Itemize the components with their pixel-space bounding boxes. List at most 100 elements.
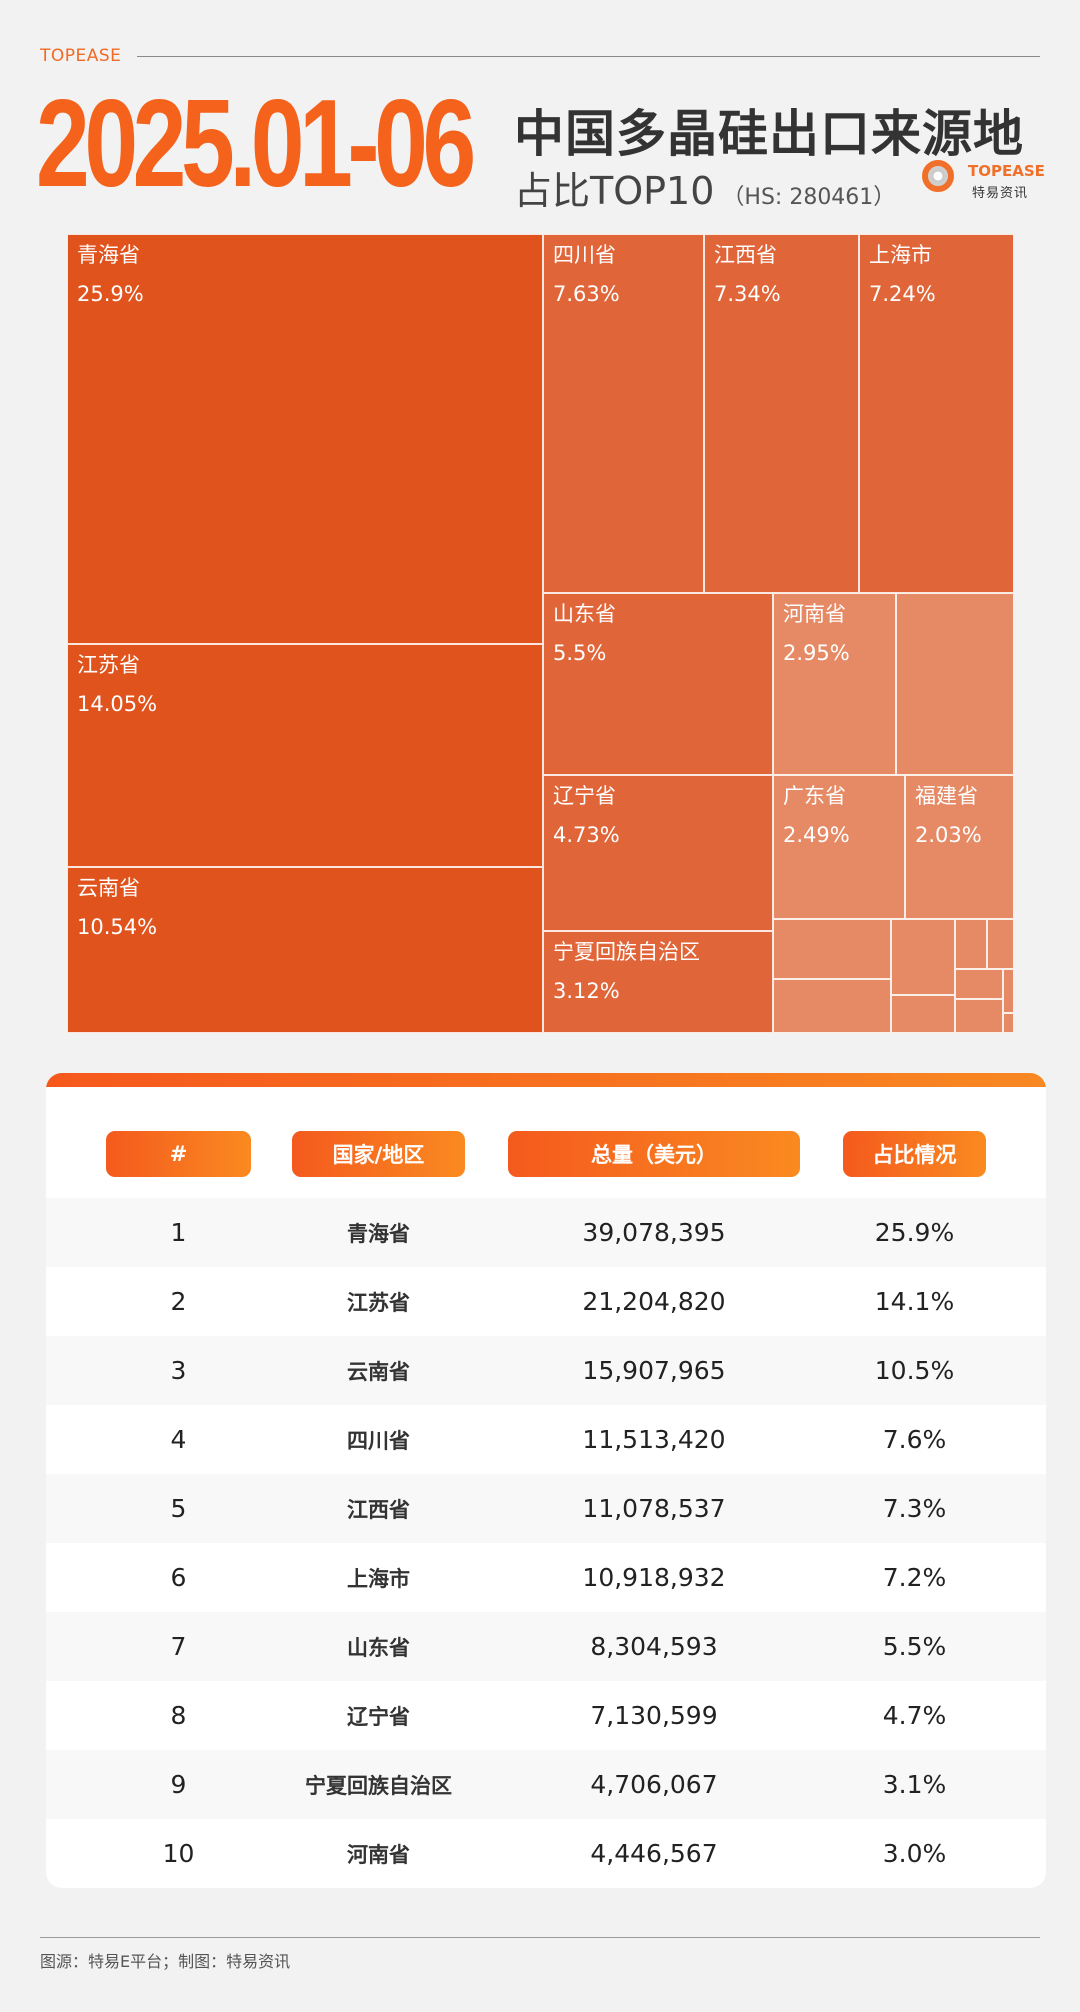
treemap-value-label: 4.73% — [553, 823, 620, 847]
cell-total: 7,130,599 — [590, 1701, 718, 1730]
treemap-value-label: 2.03% — [915, 823, 982, 847]
page-subtitle: 占比TOP10 （HS: 280461） — [514, 160, 895, 215]
treemap-cell: 上海市 7.24% — [859, 234, 1014, 593]
header-share: 占比情况 — [843, 1131, 986, 1177]
topease-logo: TOPEASE 特易资讯 — [922, 158, 1048, 204]
header-region: 国家/地区 — [292, 1131, 465, 1177]
treemap-cell-minor — [955, 969, 1003, 999]
treemap-cell-minor — [891, 919, 955, 995]
cell-total: 8,304,593 — [590, 1632, 718, 1661]
table-row: 1 青海省 39,078,395 25.9% — [46, 1198, 1046, 1267]
treemap-cell: 青海省 25.9% — [67, 234, 543, 644]
treemap-cell: 广东省 2.49% — [773, 775, 905, 919]
subtitle-text: 占比TOP10 — [514, 169, 715, 213]
cell-total: 11,513,420 — [582, 1425, 726, 1454]
cell-share: 7.6% — [882, 1425, 947, 1454]
header-total: 总量（美元） — [508, 1131, 800, 1177]
treemap-label: 上海市 — [869, 243, 932, 267]
treemap-cell: 宁夏回族自治区 3.12% — [543, 931, 773, 1033]
treemap-cell-minor — [773, 919, 891, 979]
date-title: 2025.01-06 — [36, 75, 476, 213]
treemap-value-label: 5.5% — [553, 641, 607, 665]
cell-share: 3.0% — [882, 1839, 947, 1868]
table-row: 6 上海市 10,918,932 7.2% — [46, 1543, 1046, 1612]
cell-rank: 2 — [170, 1287, 187, 1316]
treemap-label: 四川省 — [553, 243, 616, 267]
cell-region: 辽宁省 — [347, 1704, 410, 1729]
treemap-label: 福建省 — [915, 784, 978, 808]
treemap-cell: 云南省 10.54% — [67, 867, 543, 1033]
table-row: 7 山东省 8,304,593 5.5% — [46, 1612, 1046, 1681]
cell-rank: 3 — [170, 1356, 187, 1385]
treemap-cell: 江西省 7.34% — [704, 234, 859, 593]
table-top-bar — [46, 1073, 1046, 1087]
cell-share: 5.5% — [882, 1632, 947, 1661]
treemap-label: 宁夏回族自治区 — [553, 940, 700, 964]
cell-share: 4.7% — [882, 1701, 947, 1730]
header-rank: # — [106, 1131, 251, 1177]
cell-share: 14.1% — [874, 1287, 955, 1316]
logo-text-en: TOPEASE — [968, 162, 1045, 180]
cell-total: 39,078,395 — [582, 1218, 726, 1247]
cell-region: 江苏省 — [347, 1290, 410, 1315]
treemap-chart: 青海省 25.9% 江苏省 14.05% 云南省 10.54% 四川省 7.63% 江西省 7.3… — [67, 234, 1014, 1033]
treemap-value-label: 7.24% — [869, 282, 936, 306]
treemap-label: 山东省 — [553, 602, 616, 626]
treemap-cell: 山东省 5.5% — [543, 593, 773, 775]
cell-region: 青海省 — [347, 1221, 410, 1246]
cell-share: 10.5% — [874, 1356, 955, 1385]
treemap-label: 河南省 — [783, 602, 846, 626]
cell-rank: 10 — [162, 1839, 195, 1868]
treemap-cell: 四川省 7.63% — [543, 234, 704, 593]
treemap-cell-minor — [955, 999, 1003, 1033]
treemap-cell-minor — [891, 995, 955, 1033]
cell-rank: 1 — [170, 1218, 187, 1247]
hs-code: （HS: 280461） — [722, 185, 896, 210]
cell-total: 10,918,932 — [582, 1563, 726, 1592]
ranking-table: # 国家/地区 总量（美元） 占比情况 1 青海省 39,078,395 25.9% 2… — [46, 1073, 1046, 1888]
cell-share: 7.3% — [882, 1494, 947, 1523]
treemap-cell-minor — [1003, 969, 1014, 1013]
brand-label: TOPEASE — [40, 46, 122, 66]
table-row: 5 江西省 11,078,537 7.3% — [46, 1474, 1046, 1543]
cell-rank: 9 — [170, 1770, 187, 1799]
cell-region: 上海市 — [347, 1566, 410, 1591]
logo-ring-icon — [922, 160, 954, 192]
table-row: 9 宁夏回族自治区 4,706,067 3.1% — [46, 1750, 1046, 1819]
cell-total: 15,907,965 — [582, 1356, 726, 1385]
cell-rank: 4 — [170, 1425, 187, 1454]
treemap-value-label: 7.34% — [714, 282, 781, 306]
page-title: 中国多晶硅出口来源地 — [514, 105, 1024, 163]
cell-share: 3.1% — [882, 1770, 947, 1799]
bottom-divider — [40, 1937, 1040, 1938]
cell-total: 4,446,567 — [590, 1839, 718, 1868]
table-row: 4 四川省 11,513,420 7.6% — [46, 1405, 1046, 1474]
table-row: 8 辽宁省 7,130,599 4.7% — [46, 1681, 1046, 1750]
treemap-cell-minor — [955, 919, 987, 969]
source-footer: 图源：特易E平台；制图：特易资讯 — [40, 1952, 291, 1971]
treemap-cell: 江苏省 14.05% — [67, 644, 543, 867]
treemap-cell-minor — [1003, 1013, 1014, 1033]
treemap-label: 广东省 — [783, 784, 846, 808]
treemap-value-label: 10.54% — [77, 915, 158, 939]
cell-region: 宁夏回族自治区 — [305, 1773, 452, 1798]
treemap-label: 江西省 — [714, 243, 777, 267]
treemap-value-label: 2.49% — [783, 823, 850, 847]
cell-region: 云南省 — [347, 1359, 410, 1384]
cell-rank: 5 — [170, 1494, 187, 1523]
cell-region: 河南省 — [347, 1842, 410, 1867]
cell-total: 4,706,067 — [590, 1770, 718, 1799]
cell-region: 山东省 — [347, 1635, 410, 1660]
cell-total: 11,078,537 — [582, 1494, 726, 1523]
treemap-cell: 辽宁省 4.73% — [543, 775, 773, 931]
cell-share: 25.9% — [874, 1218, 955, 1247]
top-divider — [137, 56, 1040, 57]
table-row: 2 江苏省 21,204,820 14.1% — [46, 1267, 1046, 1336]
logo-text-cn: 特易资讯 — [972, 186, 1029, 201]
treemap-cell-minor — [987, 919, 1014, 969]
cell-rank: 8 — [170, 1701, 187, 1730]
treemap-cell: 河南省 2.95% — [773, 593, 896, 775]
treemap-value-label: 3.12% — [553, 979, 620, 1003]
treemap-value-label: 14.05% — [77, 692, 158, 716]
treemap-value-label: 2.95% — [783, 641, 850, 665]
